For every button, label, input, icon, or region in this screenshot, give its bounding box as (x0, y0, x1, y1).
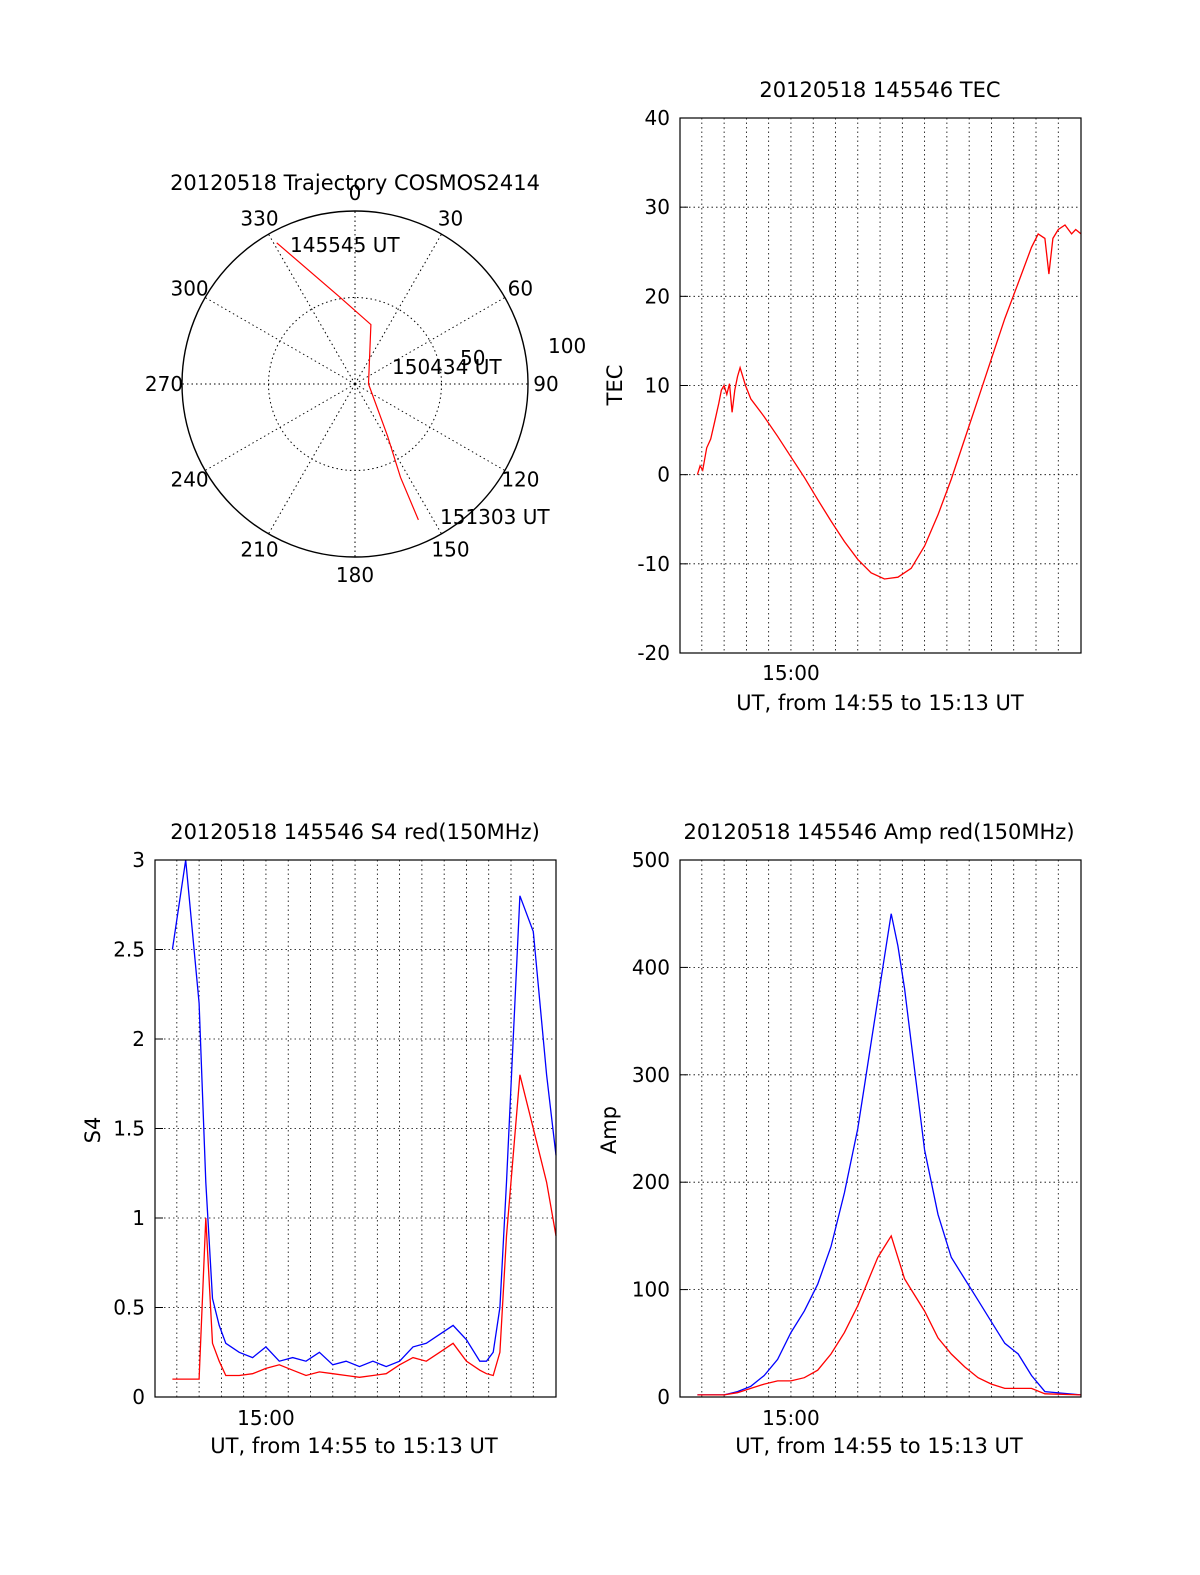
polar-angle-label: 120 (501, 468, 539, 492)
polar-title: 20120518 Trajectory COSMOS2414 (170, 171, 540, 195)
tec-series-line-0 (696, 224, 1082, 580)
s4-ytick-label: 3 (132, 848, 145, 872)
polar-angle-label: 210 (240, 537, 278, 561)
amp-ytick-label: 100 (632, 1278, 670, 1302)
polar-angle-label: 240 (170, 468, 208, 492)
amp-yticks: 0 100 200 300 400 500 (632, 848, 688, 1409)
polar-plot: 20120518 Trajectory COSMOS2414 0 30 60 90 12… (145, 171, 586, 587)
tec-plot: 20120518 145546 TEC -20 -10 0 10 20 30 40 15:0… (603, 78, 1082, 715)
polar-outer-circle (181, 210, 529, 558)
tec-ytick-label: 20 (645, 284, 670, 308)
polar-angle-label: 180 (336, 563, 374, 587)
tec-grid (680, 117, 1081, 654)
s4-ytick-label: 2.5 (113, 938, 145, 962)
tec-series (696, 224, 1082, 580)
s4-yticks: 0 0.5 1 1.5 2 2.5 3 (113, 848, 163, 1409)
s4-series (171, 859, 557, 1380)
amp-ytick-label: 200 (632, 1170, 670, 1194)
amp-ytick-label: 400 (632, 955, 670, 979)
amp-series-line-0 (697, 913, 1082, 1396)
amp-ytick-label: 0 (657, 1385, 670, 1409)
trajectory-mid-label: 150434 UT (392, 355, 502, 379)
s4-ytick-label: 2 (132, 1027, 145, 1051)
s4-ytick-label: 0.5 (113, 1296, 145, 1320)
s4-grid (155, 859, 556, 1398)
tec-xlabel: UT, from 14:55 to 15:13 UT (736, 691, 1024, 715)
s4-series-line-1 (172, 1074, 557, 1380)
s4-xlabel: UT, from 14:55 to 15:13 UT (210, 1434, 498, 1458)
s4-ytick-label: 1 (132, 1206, 145, 1230)
amp-title: 20120518 145546 Amp red(150MHz) (683, 820, 1074, 844)
tec-frame (679, 117, 1082, 654)
s4-frame (154, 859, 557, 1398)
tec-ytick-label: -10 (637, 552, 670, 576)
polar-spoke (354, 233, 442, 385)
amp-ytick-label: 300 (632, 1063, 670, 1087)
amp-plot: 20120518 145546 Amp red(150MHz) 0 100 200 3… (597, 820, 1082, 1458)
amp-xlabel: UT, from 14:55 to 15:13 UT (735, 1434, 1023, 1458)
tec-yticks: -20 -10 0 10 20 30 40 (637, 106, 688, 665)
tec-ytick-label: 40 (645, 106, 670, 130)
polar-angle-label: 330 (240, 207, 278, 231)
s4-xtick-label: 15:00 (237, 1406, 295, 1430)
polar-radial-label-100: 100 (548, 334, 586, 358)
polar-spoke (204, 383, 356, 471)
tec-title: 20120518 145546 TEC (759, 78, 1000, 102)
amp-ytick-label: 500 (632, 848, 670, 872)
s4-plot: 20120518 145546 S4 red(150MHz) 0 0.5 1 1.5 2… (81, 820, 557, 1458)
amp-series-line-1 (697, 1234, 1082, 1396)
amp-ylabel: Amp (597, 1106, 621, 1154)
polar-angle-label: 60 (508, 277, 533, 301)
polar-angle-label: 270 (145, 372, 183, 396)
tec-ytick-label: 30 (645, 195, 670, 219)
polar-angle-label: 90 (533, 372, 558, 396)
polar-grid (181, 210, 529, 558)
s4-ytick-label: 1.5 (113, 1117, 145, 1141)
tec-ytick-label: -20 (637, 641, 670, 665)
tec-xtick-label: 15:00 (762, 661, 820, 685)
polar-spoke (354, 383, 506, 471)
polar-spoke (268, 383, 356, 535)
tec-ytick-label: 10 (645, 374, 670, 398)
polar-radial-label-50: 50 (460, 346, 485, 370)
polar-spoke (204, 297, 356, 385)
polar-angle-labels: 0 30 60 90 120 150 180 210 240 270 300 330 (145, 181, 559, 587)
polar-spoke (268, 233, 356, 385)
tec-ytick-label: 0 (657, 463, 670, 487)
amp-series (697, 913, 1082, 1396)
trajectory-start-label: 145545 UT (290, 233, 400, 257)
amp-xtick-label: 15:00 (762, 1406, 820, 1430)
polar-angle-label: 300 (170, 277, 208, 301)
s4-series-line-0 (171, 859, 557, 1368)
polar-angle-label: 30 (438, 207, 463, 231)
polar-spoke (354, 383, 442, 535)
polar-angle-label: 0 (349, 181, 362, 205)
amp-grid (680, 859, 1081, 1398)
trajectory-line (276, 242, 419, 521)
trajectory-end-label: 151303 UT (440, 505, 550, 529)
s4-ytick-label: 0 (132, 1385, 145, 1409)
polar-spoke (354, 297, 506, 385)
polar-angle-label: 150 (431, 537, 469, 561)
s4-title: 20120518 145546 S4 red(150MHz) (170, 820, 540, 844)
tec-ylabel: TEC (603, 365, 627, 407)
amp-frame (679, 859, 1082, 1398)
s4-ylabel: S4 (81, 1117, 105, 1144)
